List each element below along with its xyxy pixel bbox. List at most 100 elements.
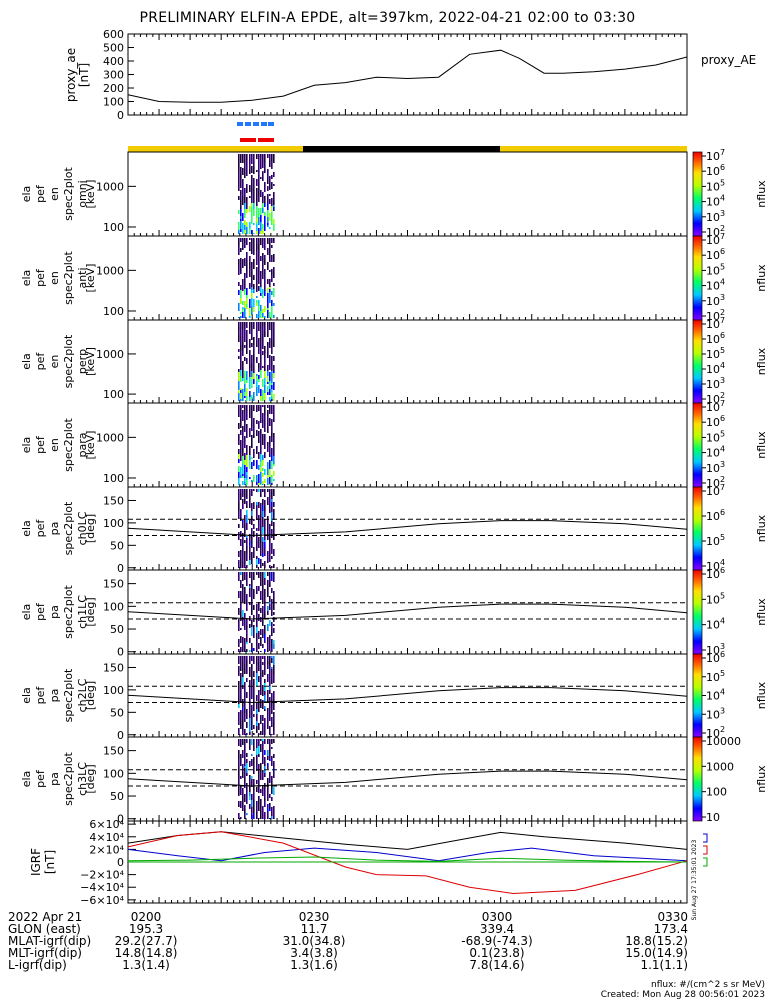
- spectrogram-cell: [242, 266, 244, 268]
- spectrogram-cell: [249, 716, 251, 718]
- spectrogram-cell: [238, 733, 240, 735]
- spectrogram-cell: [269, 279, 271, 285]
- spectrogram-cell: [238, 393, 240, 401]
- spectrogram-cell: [256, 345, 258, 347]
- spectrogram-cell: [271, 218, 273, 225]
- spectrogram-cell: [244, 345, 246, 348]
- spectrogram-cell: [240, 517, 242, 519]
- spectrogram-cell: [273, 471, 275, 476]
- spectrogram-cell: [253, 209, 255, 216]
- panel-ytick-label: 0: [117, 813, 124, 826]
- spectrogram-cell: [264, 725, 266, 734]
- colorbar: [692, 736, 703, 822]
- spectrogram-cell: [246, 428, 248, 432]
- spectrogram-cell: [264, 695, 266, 703]
- spectrogram-cell: [273, 511, 275, 516]
- spectrogram-cell: [260, 731, 262, 735]
- panel-frame: [127, 319, 688, 404]
- spectrogram-cell: [249, 460, 251, 469]
- spectrogram-cell: [267, 475, 269, 478]
- spectrogram-cell: [246, 405, 248, 411]
- colorbar-tick-label: 106: [706, 414, 725, 429]
- spectrogram-cell: [242, 584, 244, 590]
- spectrogram-cell: [246, 709, 248, 717]
- science-zone-marker: [261, 122, 267, 126]
- spectrogram-cell: [249, 546, 251, 553]
- spectrogram-cell: [246, 540, 248, 546]
- spectrogram-cell: [271, 722, 273, 724]
- spectrogram-cell: [256, 430, 258, 436]
- spectrogram-cell: [251, 416, 253, 422]
- spectrogram-cell: [273, 771, 275, 776]
- spectrogram-cell: [244, 384, 246, 392]
- spectrogram-cell: [269, 604, 271, 607]
- panel-ylabel-line: en: [48, 355, 61, 369]
- spectrogram-cell: [240, 388, 242, 390]
- spectrogram-cell: [249, 586, 251, 588]
- spectrogram-cell: [256, 251, 258, 260]
- spectrogram-cell: [256, 766, 258, 771]
- spectrogram-cell: [253, 277, 255, 280]
- spectrogram-cell: [240, 515, 242, 517]
- panel-ylabel-line: pa: [48, 772, 61, 786]
- spectrogram-cell: [240, 550, 242, 552]
- spectrogram-cell: [242, 520, 244, 522]
- spectrogram-cell: [267, 533, 269, 540]
- spectrogram-cell: [246, 660, 248, 667]
- spectrogram-cell: [253, 167, 255, 174]
- spectrogram-cell: [260, 177, 262, 179]
- spectrogram-cell: [238, 328, 240, 331]
- spectrogram-cell: [271, 161, 273, 169]
- spectrogram-cell: [267, 186, 269, 191]
- spectrogram-cell: [258, 379, 260, 382]
- spectrogram-cell: [240, 572, 242, 575]
- footer-value: 11.7: [300, 922, 328, 936]
- spectrogram-cell: [262, 484, 264, 485]
- spectrogram-cell: [264, 706, 266, 709]
- spectrogram-cell: [240, 345, 242, 351]
- spectrogram-cell: [264, 683, 266, 691]
- spectrogram-cell: [269, 383, 271, 385]
- spectrogram-cell: [273, 464, 275, 466]
- spectrogram-cell: [267, 347, 269, 352]
- spectrogram-cell: [246, 489, 248, 497]
- footer-value: 29.2(27.7): [114, 934, 178, 948]
- spectrogram-cell: [260, 543, 262, 550]
- spectrogram-cell: [267, 572, 269, 576]
- spectrogram-cell: [253, 502, 255, 509]
- spectrogram-cell: [240, 298, 242, 304]
- spectrogram-cell: [271, 507, 273, 512]
- spectrogram-cell: [267, 179, 269, 184]
- spectrogram-cell: [242, 440, 244, 442]
- panel-ytick-label: 50: [110, 623, 124, 636]
- spectrogram-cell: [260, 293, 262, 296]
- spectrogram-cell: [256, 721, 258, 726]
- spectrogram-cell: [267, 322, 269, 327]
- spectrogram-cell: [242, 536, 244, 540]
- spectrogram-cell: [271, 667, 273, 669]
- spectrogram-cell: [273, 612, 275, 615]
- spectrogram-cell: [246, 799, 248, 804]
- spectrogram-cell: [246, 604, 248, 611]
- spectrogram-cell: [253, 418, 255, 425]
- spectrogram-cell: [242, 699, 244, 707]
- spectrogram-cell: [246, 594, 248, 600]
- science-zone-marker: [240, 138, 248, 142]
- colorbar-tick-label: 104: [706, 688, 725, 703]
- spectrogram-cell: [273, 479, 275, 481]
- panel-ylabel-line: spec2plot: [62, 251, 75, 305]
- spectrogram-cell: [267, 580, 269, 584]
- spectrogram-cell: [256, 446, 258, 451]
- spectrogram-cell: [240, 759, 242, 766]
- spectrogram-cell: [246, 358, 248, 364]
- spectrogram-cell: [251, 371, 253, 377]
- spectrogram-cell: [260, 256, 262, 261]
- spectrogram-cell: [249, 391, 251, 397]
- spectrogram-cell: [246, 271, 248, 273]
- spectrogram-cell: [251, 215, 253, 224]
- spectrogram-cell: [258, 157, 260, 166]
- spectrogram-cell: [258, 525, 260, 531]
- spectrogram-cell: [260, 405, 262, 414]
- spectrogram-cell: [240, 376, 242, 379]
- spectrogram-cell: [249, 763, 251, 767]
